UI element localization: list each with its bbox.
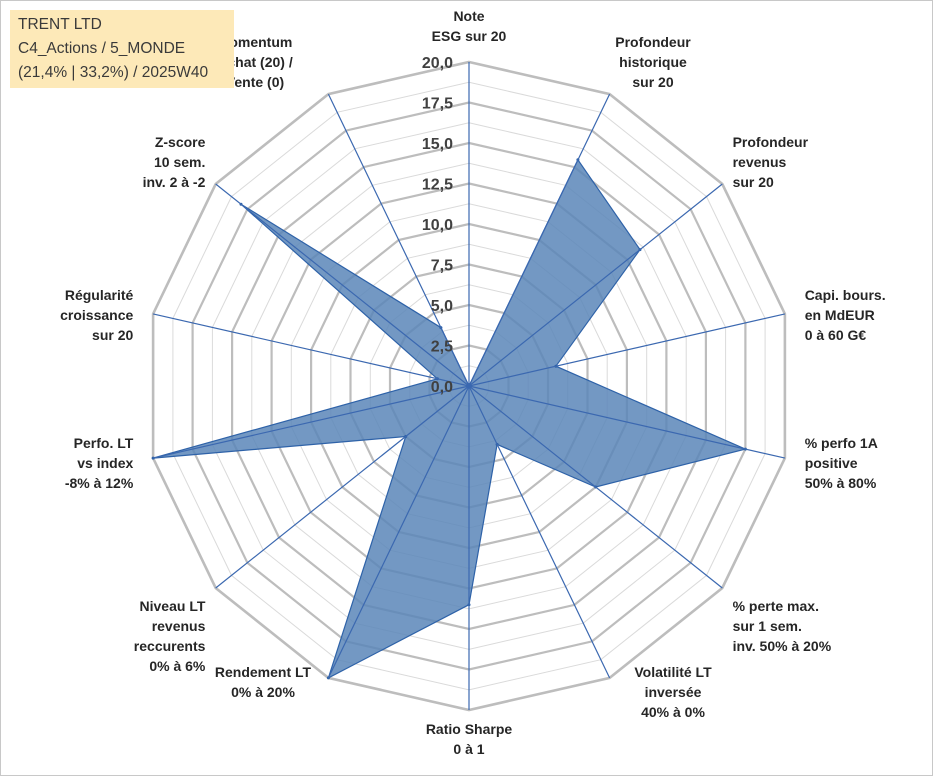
axis-label-line: Momentum	[218, 34, 293, 50]
tick-label: 15,0	[422, 136, 453, 153]
spoke-3	[468, 313, 786, 387]
tick-label: 10,0	[422, 217, 453, 234]
spokes	[152, 62, 786, 710]
axis-label-line: 40% à 0%	[641, 704, 705, 720]
data-series-area	[152, 158, 748, 680]
axis-label-line: Ratio Sharpe	[426, 721, 513, 737]
axis-label-line: historique	[619, 54, 687, 70]
axis-label-line: sur 20	[733, 174, 774, 190]
tick-labels: 0,0 2,5 5,0 7,5 10,0 12,5 15,0 17,5 20,0	[422, 55, 453, 396]
axis-label-line: sur 1 sem.	[733, 618, 802, 634]
axis-label-line: Perfo. LT	[74, 435, 134, 451]
info-stats: (21,4% | 33,2%) / 2025W40	[18, 64, 209, 81]
axis-label-line: positive	[805, 455, 858, 471]
spoke-4	[468, 385, 786, 459]
axis-labels: Note ESG sur 20 Profondeur historique sur 20…	[60, 8, 885, 757]
spoke-13	[327, 93, 470, 387]
axis-label-line: 0% à 20%	[231, 684, 295, 700]
axis-label-line: Capi. bours.	[805, 287, 886, 303]
info-box: TRENT LTD C4_Actions / 5_MONDE (21,4% | …	[10, 10, 234, 88]
tick-label: 7,5	[431, 258, 453, 275]
axis-label-line: 0 à 60 G€	[805, 327, 867, 343]
axis-label-line: Niveau LT	[140, 598, 206, 614]
axis-label-line: inv. 50% à 20%	[733, 638, 832, 654]
spoke-1	[468, 93, 611, 387]
spoke-8	[327, 385, 470, 679]
info-title: TRENT LTD	[18, 16, 102, 33]
axis-label-13: Momentum Achat (20) / Vente (0)	[217, 34, 293, 90]
axis-label-5: % perte max. sur 1 sem. inv. 50% à 20%	[733, 598, 832, 654]
axis-label-line: Vente (0)	[226, 74, 284, 90]
tick-label: 0,0	[431, 379, 453, 396]
spoke-9	[215, 385, 470, 589]
spoke-6	[468, 385, 611, 679]
axis-label-1: Profondeur historique sur 20	[615, 34, 691, 90]
axis-label-line: revenus	[733, 154, 787, 170]
tick-label: 2,5	[431, 339, 453, 356]
axis-label-9: Niveau LT revenus reccurents 0% à 6%	[134, 598, 206, 674]
axis-label-8: Rendement LT 0% à 20%	[215, 664, 312, 700]
spoke-5	[468, 385, 723, 589]
tick-label: 12,5	[422, 177, 453, 194]
info-category: C4_Actions / 5_MONDE	[18, 40, 186, 57]
axis-label-line: Rendement LT	[215, 664, 312, 680]
axis-label-line: -8% à 12%	[65, 475, 134, 491]
tick-label: 5,0	[431, 298, 453, 315]
spoke-12	[215, 183, 470, 387]
axis-label-line: sur 20	[632, 74, 673, 90]
axis-label-line: ESG sur 20	[432, 28, 507, 44]
axis-label-line: reccurents	[134, 638, 206, 654]
axis-label-line: Régularité	[65, 287, 134, 303]
axis-label-line: 10 sem.	[154, 154, 205, 170]
axis-label-line: inv. 2 à -2	[143, 174, 206, 190]
axis-label-line: en MdEUR	[805, 307, 875, 323]
spoke-11	[152, 313, 470, 387]
axis-label-line: vs index	[77, 455, 133, 471]
spoke-10	[152, 385, 470, 459]
axis-label-7: Ratio Sharpe 0 à 1	[426, 721, 513, 757]
axis-label-line: revenus	[152, 618, 206, 634]
axis-label-10: Perfo. LT vs index -8% à 12%	[65, 435, 134, 491]
axis-label-line: sur 20	[92, 327, 133, 343]
axis-label-line: Achat (20) /	[217, 54, 293, 70]
axis-label-2: Profondeur revenus sur 20	[733, 134, 809, 190]
axis-label-line: 50% à 80%	[805, 475, 877, 491]
axis-label-6: Volatilité LT inversée 40% à 0%	[634, 664, 712, 720]
axis-label-11: Régularité croissance sur 20	[60, 287, 133, 343]
axis-label-line: % perte max.	[733, 598, 819, 614]
spoke-2	[468, 183, 723, 387]
tick-label: 20,0	[422, 55, 453, 72]
axis-label-line: Volatilité LT	[634, 664, 712, 680]
axis-label-line: Profondeur	[733, 134, 809, 150]
axis-label-line: % perfo 1A	[805, 435, 878, 451]
axis-label-line: Profondeur	[615, 34, 691, 50]
axis-label-line: Note	[453, 8, 484, 24]
axis-label-line: 0% à 6%	[149, 658, 206, 674]
axis-label-line: 0 à 1	[453, 741, 484, 757]
axis-label-3: Capi. bours. en MdEUR 0 à 60 G€	[805, 287, 886, 343]
axis-label-line: croissance	[60, 307, 133, 323]
tick-label: 17,5	[422, 96, 453, 113]
axis-label-12: Z-score 10 sem. inv. 2 à -2	[143, 134, 206, 190]
axis-label-line: inversée	[645, 684, 702, 700]
axis-label-0: Note ESG sur 20	[432, 8, 507, 44]
axis-label-line: Z-score	[155, 134, 206, 150]
axis-label-4: % perfo 1A positive 50% à 80%	[805, 435, 878, 491]
